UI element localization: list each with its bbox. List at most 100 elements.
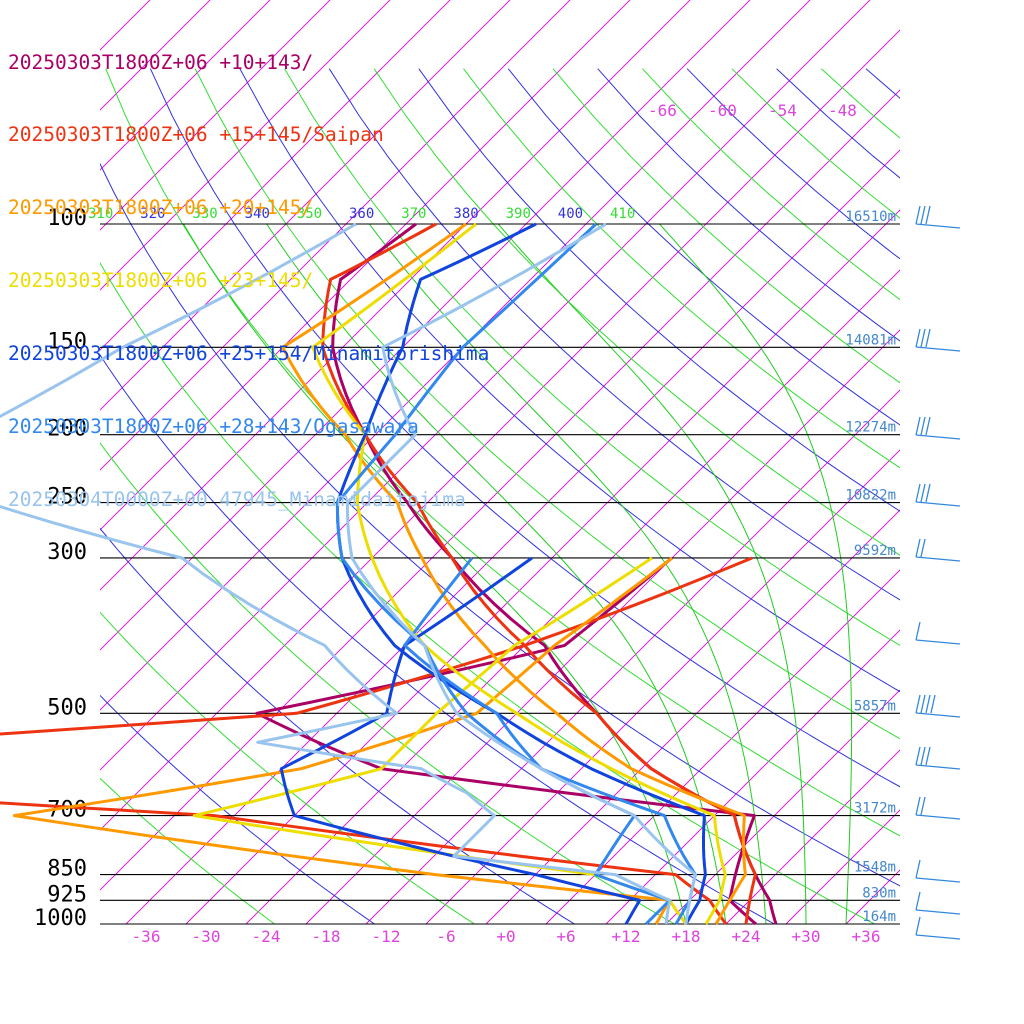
dry-adiabat-line xyxy=(552,68,900,384)
wind-barb xyxy=(915,328,961,352)
height-label: 14081m xyxy=(845,332,896,348)
temperature-tick-label: +36 xyxy=(852,927,881,946)
dewpoint-profile xyxy=(12,556,673,925)
theta-label: 320 xyxy=(140,206,165,222)
pressure-label: 300 xyxy=(47,540,87,565)
wind-barb xyxy=(915,694,961,718)
isotherm-line xyxy=(485,509,900,924)
legend: 20250303T1800Z+06 +10+143/ 20250303T1800… xyxy=(8,2,489,537)
pressure-label: 1000 xyxy=(34,906,87,931)
theta-label: 410 xyxy=(610,206,635,222)
isotherm-line xyxy=(845,869,900,924)
isotherm-line xyxy=(245,269,900,924)
temperature-tick-label: +12 xyxy=(612,927,641,946)
height-label: 16510m xyxy=(845,209,896,225)
height-label: 164m xyxy=(862,909,896,925)
temperature-tick-label: -6 xyxy=(436,927,455,946)
isotherm-line xyxy=(605,629,900,924)
legend-item: 20250303T1800Z+06 +20+145/ xyxy=(8,196,314,220)
height-label: 1548m xyxy=(854,860,896,876)
wind-barb xyxy=(915,796,961,820)
wind-barb xyxy=(915,916,961,940)
dry-adiabat-line xyxy=(100,777,275,924)
isotherm-line xyxy=(545,569,900,924)
dry-adiabat-line xyxy=(100,261,875,924)
dewpoint-profile xyxy=(0,222,672,925)
pressure-label: 150 xyxy=(47,329,87,354)
temperature-tick-label: -18 xyxy=(312,927,341,946)
dry-adiabat-line xyxy=(418,68,900,512)
wind-barb xyxy=(915,205,961,229)
theta-label: 350 xyxy=(297,206,322,222)
temperature-tick-label: +24 xyxy=(732,927,761,946)
dry-adiabat-line xyxy=(100,527,575,924)
temperature-tick-label: -12 xyxy=(372,927,401,946)
temperature-tick-label: +6 xyxy=(556,927,575,946)
legend-item: 20250303T1800Z+06 +15+145/Saipan xyxy=(8,123,384,147)
pressure-label: 850 xyxy=(47,857,87,882)
legend-item: 20250303T1800Z+06 +25+154/Minamitorishim… xyxy=(8,342,490,366)
dry-adiabat-line xyxy=(149,68,900,788)
temperature-profile xyxy=(311,222,727,925)
theta-label: 310 xyxy=(88,206,113,222)
temperature-profile xyxy=(281,222,747,925)
theta-label: 400 xyxy=(558,206,583,222)
wind-barb xyxy=(915,538,961,562)
dry-adiabat-line xyxy=(100,354,775,924)
theta-label: 360 xyxy=(349,206,374,222)
upper-temperature-label: -66 xyxy=(648,101,677,120)
dewpoint-profile xyxy=(279,556,642,925)
dry-adiabat-line xyxy=(194,68,900,740)
dry-adiabat-line xyxy=(100,162,900,887)
temperature-tick-label: -30 xyxy=(192,927,221,946)
height-label: 10822m xyxy=(845,488,896,504)
theta-label: 370 xyxy=(401,206,426,222)
isotherm-line xyxy=(425,449,900,924)
wind-barb xyxy=(915,483,961,507)
legend-item: 20250303T1800Z+06 +10+143/ xyxy=(8,50,314,74)
dry-adiabat-line xyxy=(463,68,900,469)
isotherm-line xyxy=(725,749,900,924)
dry-adiabat-line xyxy=(956,69,1024,924)
temperature-profile xyxy=(335,222,707,925)
temperature-tick-label: +18 xyxy=(672,927,701,946)
wind-barb xyxy=(915,859,961,883)
isotherm-line xyxy=(365,389,900,924)
upper-temperature-label: -48 xyxy=(828,101,857,120)
temperature-profile xyxy=(345,222,697,925)
isotherm-line xyxy=(305,329,900,924)
height-label: 12274m xyxy=(845,420,896,436)
isotherm-line xyxy=(906,0,1024,924)
legend-item: 20250303T1800Z+06 +28+143/Ogasawara xyxy=(8,415,419,439)
dry-adiabat-line xyxy=(373,68,900,556)
isotherm-line xyxy=(785,809,900,924)
height-label: 9592m xyxy=(854,543,896,559)
temperature-tick-label: -24 xyxy=(252,927,281,946)
theta-label: 390 xyxy=(506,206,531,222)
height-label: 830m xyxy=(862,885,896,901)
pressure-label: 250 xyxy=(47,485,87,510)
dry-adiabat-line xyxy=(328,68,900,601)
isotherm-line xyxy=(665,689,900,924)
legend-item: 20250303T1800Z+06 +23+145/ xyxy=(8,269,314,293)
height-label: 3172m xyxy=(854,801,896,817)
pressure-label: 200 xyxy=(47,417,87,442)
pressure-label: 500 xyxy=(47,695,87,720)
dewpoint-profile xyxy=(0,556,753,925)
wind-barb xyxy=(915,746,961,770)
temperature-tick-label: +30 xyxy=(792,927,821,946)
pressure-label: 100 xyxy=(47,206,87,231)
isotherm-line xyxy=(966,0,1024,924)
dry-adiabat-line xyxy=(105,68,900,837)
theta-label: 330 xyxy=(192,206,217,222)
dry-adiabat-line xyxy=(100,694,375,924)
wind-barb xyxy=(915,621,961,645)
upper-temperature-label: -60 xyxy=(708,101,737,120)
upper-temperature-label: -54 xyxy=(768,101,797,120)
wind-barb xyxy=(915,891,961,915)
dry-adiabat-line xyxy=(239,68,900,693)
dry-adiabat-line xyxy=(776,68,900,179)
temperature-tick-label: -36 xyxy=(132,927,161,946)
dry-adiabat-line xyxy=(100,611,475,924)
